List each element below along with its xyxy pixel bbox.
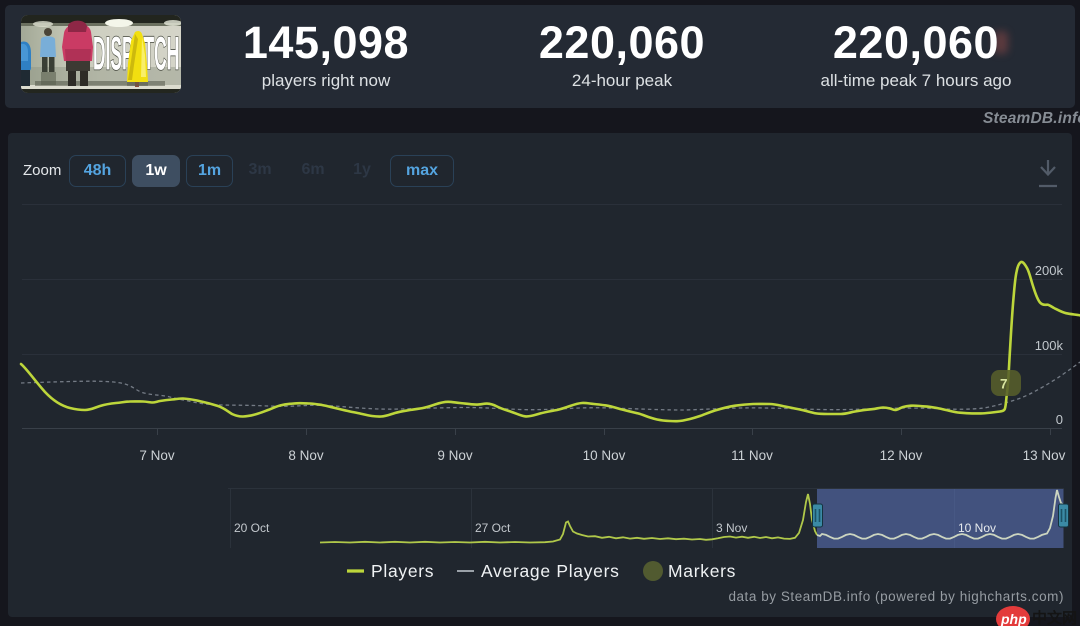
svg-text:7: 7 xyxy=(1000,377,1008,392)
svg-text:中文网: 中文网 xyxy=(1032,609,1077,626)
svg-text:php: php xyxy=(1000,611,1027,626)
